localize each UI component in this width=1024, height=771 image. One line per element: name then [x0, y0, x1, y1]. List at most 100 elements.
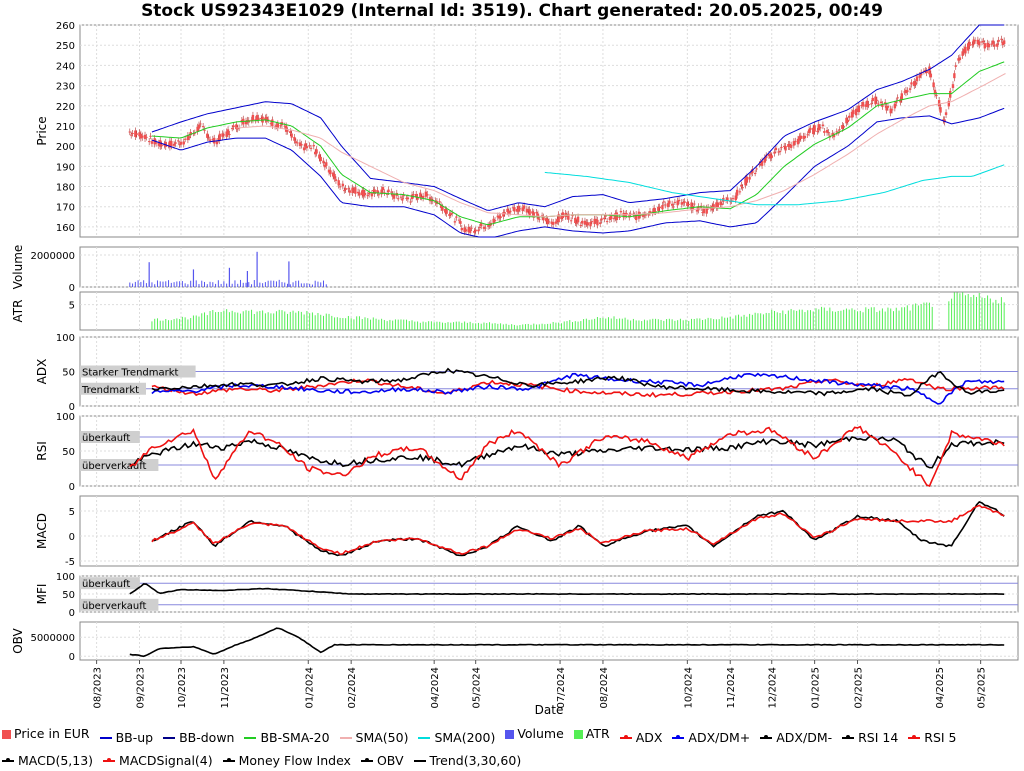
y-tick-label: 5 — [69, 507, 75, 518]
candle — [924, 70, 927, 72]
candle — [860, 104, 863, 106]
candle — [932, 82, 935, 88]
candle — [798, 136, 801, 141]
y-tick-label: 5 — [69, 301, 75, 312]
legend-label: ATR — [585, 726, 610, 741]
candle — [319, 156, 322, 162]
candle — [250, 119, 253, 121]
candle — [661, 205, 664, 210]
candle — [201, 126, 205, 128]
legend-item-mfi: Money Flow Index — [222, 751, 351, 771]
candle — [618, 217, 621, 219]
candle — [681, 202, 685, 204]
candle — [302, 147, 306, 151]
candle — [484, 227, 487, 229]
candle — [608, 216, 612, 220]
candle — [545, 218, 548, 222]
candle — [486, 225, 490, 227]
candle — [455, 216, 458, 218]
candle — [835, 131, 838, 133]
y-axis-label: MFI — [35, 584, 49, 605]
candle — [412, 194, 415, 196]
candle — [749, 173, 753, 175]
candle — [625, 213, 628, 216]
legend-item-atr: ATR — [573, 724, 610, 744]
series-line — [151, 372, 1005, 405]
y-axis-label: OBV — [11, 627, 25, 653]
candle — [778, 150, 782, 153]
candle — [716, 202, 719, 208]
candle — [179, 141, 183, 145]
candle — [450, 212, 454, 214]
candle — [453, 221, 457, 223]
legend-label: BB-down — [179, 729, 235, 745]
plot-frame — [79, 291, 1019, 331]
legend-item-dm-plus: ADX/DM+ — [672, 728, 750, 748]
candle — [347, 188, 350, 190]
candle — [589, 221, 592, 227]
y-tick-label: 250 — [56, 41, 75, 52]
candle — [818, 127, 822, 129]
candle — [748, 177, 751, 180]
candle — [856, 108, 859, 110]
candle — [444, 208, 447, 213]
candle — [935, 94, 938, 97]
candle — [467, 226, 470, 233]
candle — [643, 214, 646, 216]
candle — [770, 155, 773, 158]
candle — [915, 76, 919, 82]
candle — [480, 222, 483, 227]
candle — [186, 134, 190, 141]
legend-item-sma200: SMA(200) — [418, 728, 495, 748]
candle — [978, 41, 981, 46]
candle — [513, 207, 516, 212]
candle — [304, 143, 307, 147]
candle — [825, 130, 829, 133]
candle — [908, 88, 912, 90]
candle — [929, 73, 933, 78]
candle — [731, 198, 735, 200]
candle — [942, 119, 945, 121]
candle — [439, 204, 443, 208]
candle — [266, 119, 270, 121]
candle — [551, 221, 555, 225]
x-tick-label: 04/2025 — [935, 667, 946, 709]
candle — [264, 117, 267, 120]
candle — [168, 140, 172, 148]
candle — [585, 222, 588, 224]
y-axis-label: ATR — [11, 300, 25, 323]
candle — [676, 200, 679, 206]
candle — [279, 125, 282, 127]
candle — [343, 190, 346, 192]
candle — [987, 43, 991, 48]
x-tick-label: 01/2025 — [811, 667, 822, 709]
candle — [687, 203, 690, 205]
reference-label-bg — [80, 459, 159, 471]
candle — [147, 141, 151, 143]
candle — [416, 196, 419, 200]
candle — [719, 201, 722, 206]
candle — [351, 187, 354, 194]
candle — [244, 120, 248, 125]
legend-item-bb-sma: BB-SMA-20 — [244, 728, 330, 748]
candle — [160, 144, 163, 147]
candle — [381, 187, 385, 191]
panel-obv: 0 5000000 OBV — [11, 621, 1019, 663]
candle — [846, 119, 850, 122]
legend-item-trend: Trend(3,30,60) — [413, 751, 521, 771]
panel-atr: 5 ATR — [11, 291, 1019, 331]
candle — [367, 192, 371, 195]
legend-label: ADX — [635, 729, 663, 745]
candle — [759, 162, 762, 164]
candle — [738, 191, 742, 193]
legend-label: SMA(200) — [434, 729, 496, 745]
candle — [668, 200, 671, 204]
candle — [383, 192, 386, 194]
reference-label: überverkauft — [82, 461, 147, 472]
candle — [370, 193, 374, 197]
candle — [286, 130, 289, 132]
x-tick-label: 01/2024 — [304, 667, 315, 709]
candle — [507, 210, 511, 214]
candle — [885, 106, 888, 111]
candle — [560, 216, 563, 220]
